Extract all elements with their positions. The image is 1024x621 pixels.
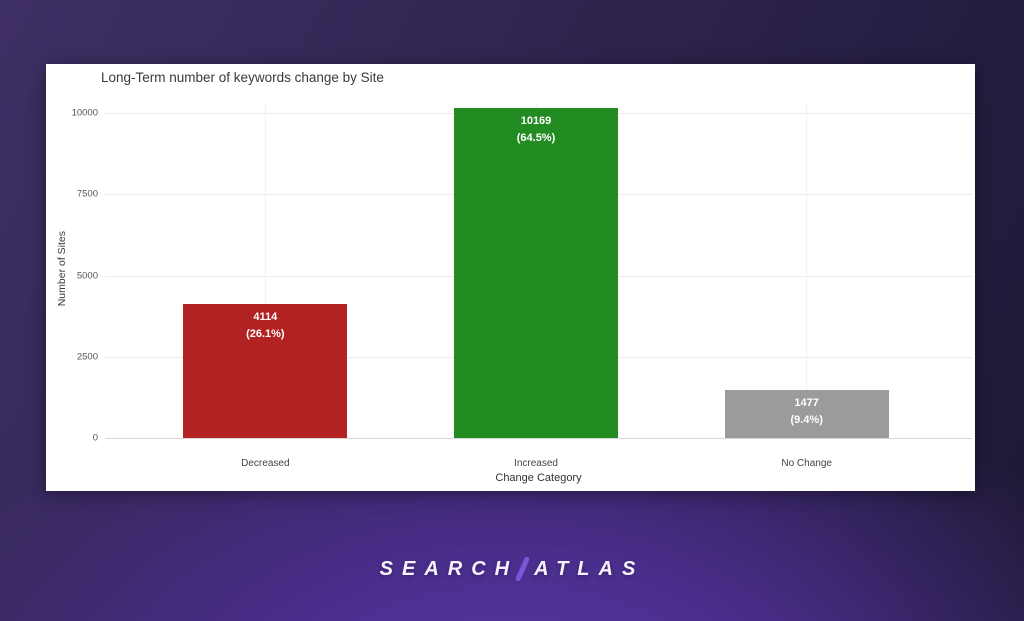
y-tick-label: 0	[92, 432, 98, 444]
plot-area: 4114 (26.1%) 10169 (64.5%) 1477 (9.4%)	[105, 100, 972, 439]
bar-percent: (9.4%)	[790, 414, 823, 426]
y-tick-label: 2500	[76, 351, 98, 363]
y-gridline	[105, 438, 972, 439]
bar-value-label: 10169 (64.5%)	[454, 113, 618, 147]
x-tick-label: Increased	[514, 458, 558, 469]
bar-value-label: 4114 (26.1%)	[183, 309, 347, 343]
bar-percent: (64.5%)	[516, 131, 556, 144]
bar-value: 4114	[253, 311, 278, 324]
y-axis-ticks: 0 2500 5000 7500 10000	[46, 100, 100, 444]
bar-decreased: 4114 (26.1%)	[183, 304, 348, 438]
x-gridline	[806, 104, 808, 438]
y-tick-label: 7500	[76, 188, 98, 200]
x-axis-title: Change Category	[495, 472, 582, 484]
chart-title: Long-Term number of keywords change by S…	[101, 70, 384, 85]
chart-card: Long-Term number of keywords change by S…	[46, 64, 975, 491]
bar-value: 10169	[520, 114, 552, 127]
bar-value: 1477	[794, 397, 819, 409]
x-gridline	[264, 104, 266, 438]
bar-value-label: 1477 (9.4%)	[725, 395, 889, 429]
bar-no-change: 1477 (9.4%)	[724, 390, 889, 438]
search-atlas-logo: SEARCH ATLAS	[0, 556, 1024, 582]
y-tick-label: 5000	[76, 270, 98, 281]
x-tick-label: Decreased	[241, 458, 290, 469]
bar-percent: (26.1%)	[246, 328, 285, 341]
x-axis-ticks: Decreased Increased No Change	[105, 458, 972, 472]
x-tick-label: No Change	[781, 458, 832, 469]
bar-increased: 10169 (64.5%)	[454, 107, 618, 438]
y-tick-label: 10000	[71, 107, 98, 119]
logo-text-atlas: ATLAS	[534, 557, 645, 580]
logo-text-search: SEARCH	[379, 557, 519, 580]
